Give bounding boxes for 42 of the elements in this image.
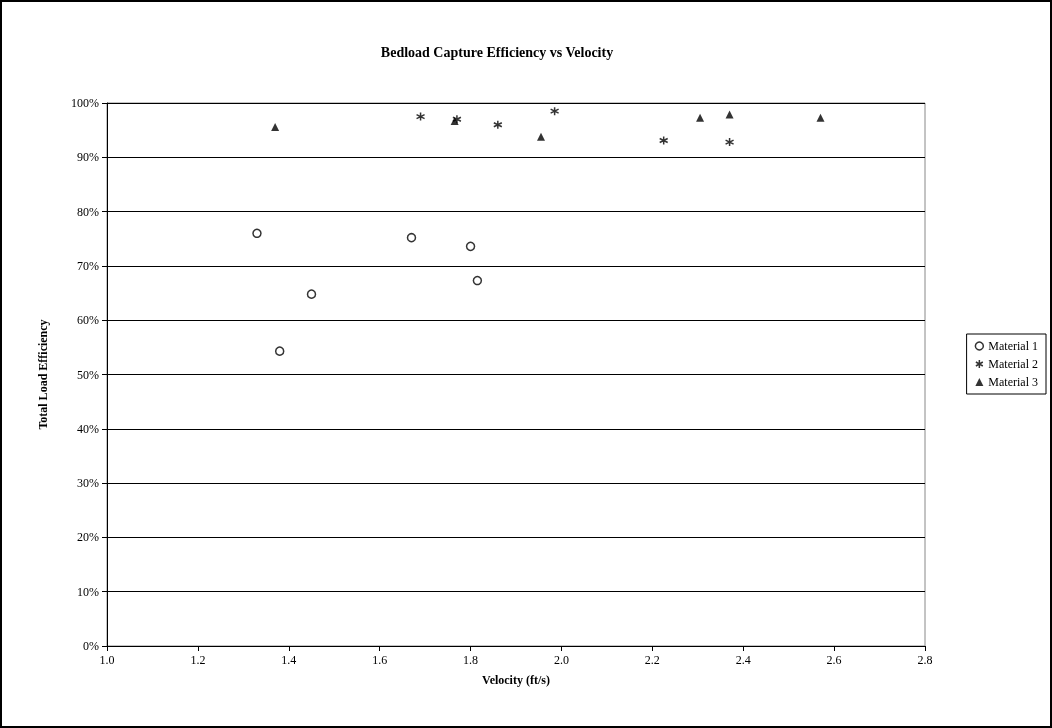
point (465, 241, 476, 252)
point (274, 346, 285, 356)
y-axis-title: Total Load Efficiency (36, 319, 50, 430)
point (306, 289, 317, 299)
x-axis-title: Velocity (ft/s) (482, 673, 550, 687)
point (472, 275, 483, 286)
x-tick-label: 1.8 (463, 653, 479, 667)
point (536, 132, 545, 141)
x-tick-label: 2.6 (826, 653, 842, 667)
y-tick-label: 40% (77, 421, 99, 436)
x-tick-label: 1.0 (99, 653, 115, 667)
x-tick-label: 2.2 (644, 653, 660, 667)
x-tick-label: 2.8 (917, 653, 933, 667)
y-tick-label: 90% (77, 150, 99, 165)
y-tick-label: 10% (77, 584, 99, 599)
x-tick-label: 2.0 (553, 653, 569, 667)
point (415, 111, 426, 122)
legend-label: Material 3 (988, 375, 1039, 389)
x-tick-label: 1.2 (190, 653, 206, 667)
x-tick-label: 2.4 (735, 653, 751, 667)
y-tick-label: 70% (77, 258, 99, 273)
legend-label: Material 1 (988, 339, 1039, 353)
point (658, 135, 669, 146)
y-tick-label: 50% (77, 367, 99, 382)
y-tick-label: 60% (77, 313, 99, 328)
point (493, 119, 503, 130)
y-tick-label: 20% (77, 530, 99, 545)
y-tick-label: 80% (77, 204, 99, 219)
point (724, 137, 735, 147)
y-tick-label: 100% (71, 96, 99, 110)
point (252, 228, 262, 239)
x-tick-label: 1.4 (281, 653, 297, 667)
y-tick-label: 30% (77, 476, 99, 491)
x-tick-label: 1.6 (372, 653, 388, 667)
point (696, 113, 705, 122)
y-tick-label: 0% (83, 639, 99, 653)
point (549, 106, 560, 116)
point (271, 122, 280, 131)
legend-label: Material 2 (988, 357, 1039, 371)
chart-title: Bedload Capture Efficiency vs Velocity (380, 44, 614, 60)
point (406, 232, 417, 243)
point (816, 113, 825, 122)
